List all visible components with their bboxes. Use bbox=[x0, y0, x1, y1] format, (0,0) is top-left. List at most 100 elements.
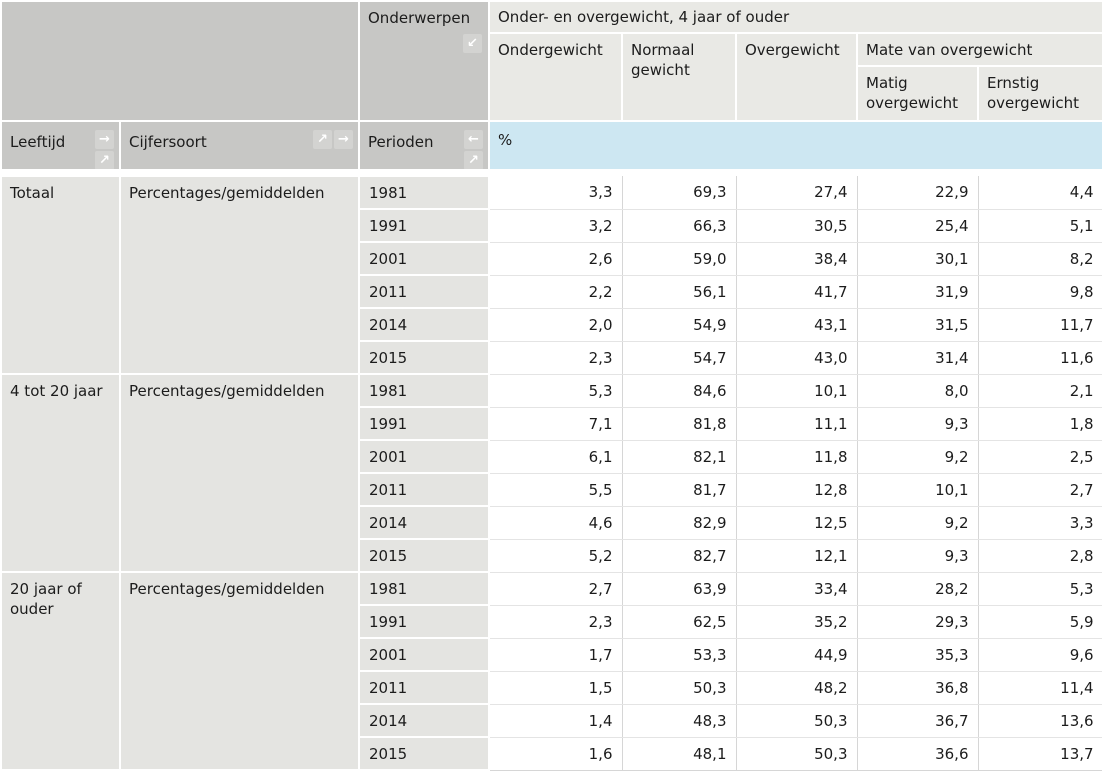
value-cell: 81,7 bbox=[622, 473, 737, 507]
value-cell: 54,9 bbox=[622, 308, 737, 342]
value-cell: 50,3 bbox=[736, 704, 858, 738]
value-cell: 1,5 bbox=[489, 671, 623, 705]
table-row: 1991 7,1 81,8 11,1 9,3 1,8 bbox=[1, 406, 1102, 441]
value-cell: 69,3 bbox=[622, 176, 737, 210]
onderwerpen-header-cell: Onderwerpen ↙ bbox=[358, 0, 490, 122]
arrow-left-icon: ← bbox=[468, 132, 479, 147]
leeftijd-move-right-button[interactable]: → bbox=[95, 130, 114, 149]
value-cell: 25,4 bbox=[857, 209, 979, 243]
dimension-header-cijfersoort: Cijfersoort ↗ → bbox=[119, 120, 360, 171]
value-cell: 1,4 bbox=[489, 704, 623, 738]
value-cell: 5,3 bbox=[978, 572, 1102, 606]
table-row: 1991 2,3 62,5 35,2 29,3 5,9 bbox=[1, 604, 1102, 639]
onderwerpen-label: Onderwerpen bbox=[368, 9, 471, 27]
table-row: 2001 2,6 59,0 38,4 30,1 8,2 bbox=[1, 241, 1102, 276]
value-cell: 36,6 bbox=[857, 737, 979, 771]
cijfersoort-move-right-button[interactable]: → bbox=[334, 130, 353, 149]
value-cell: 12,5 bbox=[736, 506, 858, 540]
value-cell: 5,9 bbox=[978, 605, 1102, 639]
corner-block bbox=[0, 0, 360, 122]
period-cell: 2015 bbox=[358, 340, 490, 375]
value-cell: 7,1 bbox=[489, 407, 623, 441]
period-cell: 1991 bbox=[358, 604, 490, 639]
value-cell: 41,7 bbox=[736, 275, 858, 309]
value-cell: 30,1 bbox=[857, 242, 979, 276]
perioden-label: Perioden bbox=[368, 133, 434, 151]
cijfersoort-cell: Percentages/gemiddelden bbox=[119, 373, 360, 573]
value-cell: 50,3 bbox=[736, 737, 858, 771]
column-header-ondergewicht: Ondergewicht bbox=[488, 32, 623, 122]
value-cell: 12,8 bbox=[736, 473, 858, 507]
value-cell: 2,3 bbox=[489, 605, 623, 639]
period-cell: 2015 bbox=[358, 736, 490, 771]
value-cell: 8,2 bbox=[978, 242, 1102, 276]
value-cell: 36,7 bbox=[857, 704, 979, 738]
age-group-cell: 4 tot 20 jaar bbox=[0, 373, 121, 573]
value-cell: 11,7 bbox=[978, 308, 1102, 342]
period-cell: 1981 bbox=[358, 373, 490, 408]
value-cell: 9,3 bbox=[857, 407, 979, 441]
period-cell: 1981 bbox=[358, 571, 490, 606]
table-row: 20 jaar of ouder Percentages/gemiddelden… bbox=[0, 571, 1102, 771]
value-cell: 43,1 bbox=[736, 308, 858, 342]
table-row: 2015 2,3 54,7 43,0 31,4 11,6 bbox=[1, 340, 1102, 375]
perioden-move-left-button[interactable]: ← bbox=[464, 130, 483, 149]
value-cell: 5,1 bbox=[978, 209, 1102, 243]
value-cell: 84,6 bbox=[622, 374, 737, 408]
value-cell: 1,7 bbox=[489, 638, 623, 672]
value-cell: 2,7 bbox=[978, 473, 1102, 507]
perioden-move-up-button[interactable]: ↗ bbox=[464, 151, 483, 168]
value-cell: 36,8 bbox=[857, 671, 979, 705]
value-cell: 43,0 bbox=[736, 341, 858, 375]
value-cell: 1,6 bbox=[489, 737, 623, 771]
value-cell: 66,3 bbox=[622, 209, 737, 243]
period-cell: 2001 bbox=[358, 637, 490, 672]
value-cell: 35,2 bbox=[736, 605, 858, 639]
value-cell: 81,8 bbox=[622, 407, 737, 441]
value-cell: 3,3 bbox=[978, 506, 1102, 540]
value-cell: 1,8 bbox=[978, 407, 1102, 441]
table-row: Totaal Percentages/gemiddelden 1981 3,3 … bbox=[0, 175, 1102, 375]
value-cell: 9,3 bbox=[857, 539, 979, 573]
value-cell: 9,2 bbox=[857, 506, 979, 540]
arrow-down-left-icon: ↙ bbox=[467, 36, 478, 51]
value-cell: 56,1 bbox=[622, 275, 737, 309]
value-cell: 12,1 bbox=[736, 539, 858, 573]
value-cell: 6,1 bbox=[489, 440, 623, 474]
arrow-right-icon: → bbox=[99, 132, 110, 147]
column-header-matig-overgewicht: Matig overgewicht bbox=[856, 65, 979, 122]
value-cell: 2,6 bbox=[489, 242, 623, 276]
value-cell: 82,7 bbox=[622, 539, 737, 573]
value-cell: 3,2 bbox=[489, 209, 623, 243]
period-cell: 2014 bbox=[358, 703, 490, 738]
value-cell: 29,3 bbox=[857, 605, 979, 639]
value-cell: 9,2 bbox=[857, 440, 979, 474]
period-cell: 1981 bbox=[358, 175, 490, 210]
cijfersoort-move-up-button[interactable]: ↗ bbox=[313, 130, 332, 149]
table-row: 2014 4,6 82,9 12,5 9,2 3,3 bbox=[1, 505, 1102, 540]
value-cell: 2,0 bbox=[489, 308, 623, 342]
age-group-cell: Totaal bbox=[0, 175, 121, 375]
value-cell: 48,2 bbox=[736, 671, 858, 705]
value-cell: 10,1 bbox=[857, 473, 979, 507]
value-cell: 31,4 bbox=[857, 341, 979, 375]
period-cell: 2011 bbox=[358, 670, 490, 705]
table-row: 2014 1,4 48,3 50,3 36,7 13,6 bbox=[1, 703, 1102, 738]
value-cell: 11,1 bbox=[736, 407, 858, 441]
leeftijd-label: Leeftijd bbox=[10, 133, 66, 151]
value-cell: 5,3 bbox=[489, 374, 623, 408]
leeftijd-move-up-button[interactable]: ↗ bbox=[95, 151, 114, 168]
value-cell: 4,4 bbox=[978, 176, 1102, 210]
period-cell: 2001 bbox=[358, 439, 490, 474]
value-cell: 53,3 bbox=[622, 638, 737, 672]
value-cell: 3,3 bbox=[489, 176, 623, 210]
table-row: 1991 3,2 66,3 30,5 25,4 5,1 bbox=[1, 208, 1102, 243]
value-cell: 33,4 bbox=[736, 572, 858, 606]
onderwerpen-move-down-left-button[interactable]: ↙ bbox=[463, 34, 482, 53]
column-header-overgewicht: Overgewicht bbox=[735, 32, 858, 122]
value-cell: 48,1 bbox=[622, 737, 737, 771]
value-cell: 44,9 bbox=[736, 638, 858, 672]
table-row: 2015 1,6 48,1 50,3 36,6 13,7 bbox=[1, 736, 1102, 771]
value-cell: 11,6 bbox=[978, 341, 1102, 375]
